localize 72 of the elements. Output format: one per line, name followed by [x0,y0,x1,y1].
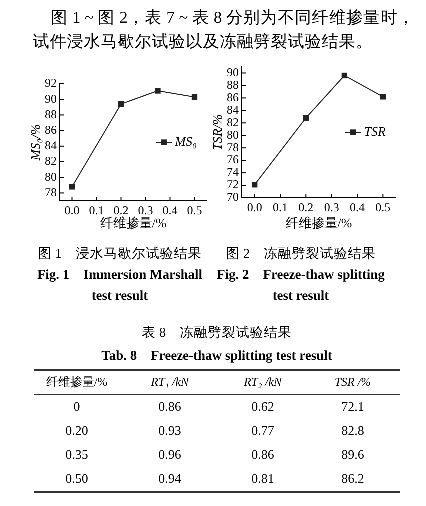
y-tick-label: 88 [227,78,239,92]
x-tick-label: 0.0 [247,200,262,214]
y-tick-label: 92 [45,76,57,90]
y-tick-label: 88 [45,107,57,122]
point [380,94,386,100]
y-tick-label: 74 [227,165,239,180]
category-label: 0.50 [64,470,90,488]
x-tick-label: 0.1 [89,203,104,218]
legend-label: MS₀ [174,134,198,149]
x-tick-label: 0.1 [273,200,288,214]
point [192,94,198,100]
y-tick-label: 72 [227,178,239,192]
y-tick-label: 86 [45,122,57,137]
text: 表 8 冻融劈裂试验结果 [142,325,292,340]
data-label: 0.96 [158,446,182,464]
x-tick-label: 0.4 [350,200,365,214]
data-label: 0.77 [250,422,276,440]
data-label: 72.1 [340,398,366,416]
x-tick-label: 0.3 [138,203,154,218]
x-axis-title: 纤维掺量/% [286,216,352,231]
point [303,115,309,121]
y-tick-label: 86 [227,90,239,104]
point [342,72,348,79]
text: Fig. 2 Freeze-thaw splitting test result [217,267,385,303]
category-label: 0.20 [64,422,90,440]
data-label: 0.94 [158,470,182,488]
text: 图 2 冻融劈裂试验结果 [226,246,376,261]
point [155,88,161,94]
data-label: 82.8 [340,422,366,440]
y-tick-label: 82 [227,115,239,130]
category-label: 0.35 [64,446,90,464]
y-axis-title: TSR/% [210,114,226,151]
y-tick-label: 70 [227,190,239,204]
y-tick-label: 80 [45,170,57,184]
x-tick-label: 0.4 [162,203,178,218]
data-label: 86.2 [340,470,366,488]
data-label: 0.86 [250,446,276,464]
y-axis-title: MS₀/% [28,124,44,162]
x-tick-label: 0.5 [376,200,391,214]
data-label: 0.62 [250,398,276,416]
data-label: 0.81 [250,470,276,488]
data-label: 89.6 [340,446,366,464]
text: 图 1 浸水马歇尔试验结果 [38,246,202,261]
data-label: 0.93 [158,422,182,440]
text: Fig. 1 Immersion Marshall test result [37,267,203,303]
y-tick-label: 80 [227,128,239,142]
y-tick-label: 90 [45,92,57,106]
y-tick-label: 84 [45,138,57,153]
category-label: 0 [72,398,82,416]
y-tick-label: 78 [227,140,239,154]
text: RT₂ /kN [244,374,282,389]
x-tick-label: 0.2 [114,203,129,218]
data-label: 0.86 [158,398,182,416]
caption: 图 1 ~ 图 2，表 7 ~ 表 8 分别为不同纤维掺量时，试件浸水马歇尔试验以及冻融劈裂试验结果。 [33,8,415,51]
point [69,184,76,190]
legend-label: TSR [364,124,386,139]
text: Tab. 8 Freeze-thaw splitting test result [102,348,332,363]
point [118,101,124,108]
x-axis-title: 纤维掺量/% [100,216,167,231]
x-tick-label: 0.3 [324,200,340,214]
x-tick-label: 0.0 [64,203,80,218]
y-tick-label: 82 [45,154,57,168]
y-tick-label: 90 [227,65,239,80]
x-tick-label: 0.2 [298,200,314,214]
point [252,182,258,188]
y-tick-label: 78 [45,185,57,200]
text: TSR /% [334,374,372,389]
y-tick-label: 76 [227,152,239,167]
x-tick-label: 0.5 [187,203,202,218]
y-tick-label: 84 [227,102,239,117]
text: 纤维掺量/% [46,374,108,389]
text: RT₁ /kN [151,374,189,389]
